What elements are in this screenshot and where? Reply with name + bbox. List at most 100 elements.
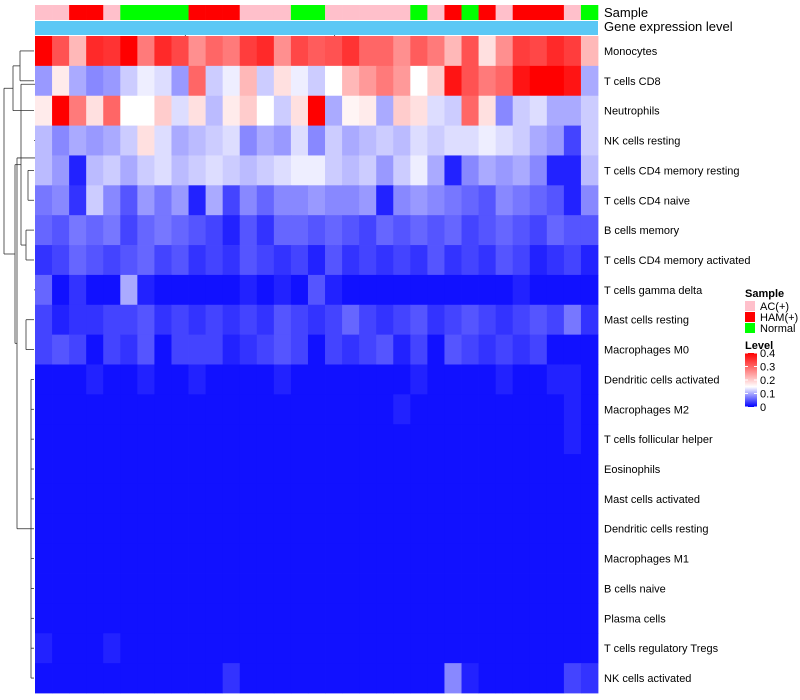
heatmap-cell — [342, 304, 360, 336]
row-label: Macrophages M2 — [604, 404, 689, 416]
heatmap-cell — [86, 394, 104, 425]
heatmap-cell — [307, 483, 326, 515]
heatmap-cell — [393, 454, 411, 485]
heatmap-cell — [444, 513, 462, 545]
heatmap-cell — [69, 36, 87, 67]
heatmap-cell — [495, 603, 514, 634]
row-label: T cells CD4 naive — [604, 195, 690, 207]
heatmap-cell — [188, 334, 207, 365]
heatmap-cell — [580, 125, 599, 156]
heatmap-cell — [103, 603, 121, 634]
heatmap-cell — [393, 603, 411, 634]
heatmap-cell — [512, 543, 531, 574]
heatmap-cell — [393, 304, 411, 336]
row-label: Monocytes — [604, 46, 658, 58]
heatmap-cell — [478, 155, 497, 186]
heatmap-cell — [137, 454, 155, 485]
sample-annotation-cell — [205, 5, 223, 20]
heatmap-cell — [171, 633, 189, 664]
row-label: T cells follicular helper — [604, 434, 713, 446]
heatmap-cell — [478, 125, 497, 156]
heatmap-cell — [188, 543, 207, 574]
heatmap-cell — [137, 185, 155, 216]
sample-annotation-cell — [86, 5, 104, 20]
heatmap-cell — [69, 454, 87, 485]
sample-legend-swatch — [745, 312, 755, 322]
heatmap-cell — [188, 424, 207, 455]
heatmap-cell — [171, 364, 189, 395]
heatmap-cell — [529, 36, 548, 67]
heatmap-cell — [342, 95, 360, 126]
heatmap-cell — [580, 513, 599, 545]
heatmap-cell — [461, 304, 479, 336]
heatmap-cell — [342, 155, 360, 186]
row-label: Plasma cells — [604, 613, 666, 625]
heatmap-cell — [580, 155, 599, 186]
heatmap-cell — [427, 215, 445, 246]
heatmap-cell — [512, 633, 531, 664]
heatmap-cell — [342, 603, 360, 634]
sample-annotation-cell — [120, 5, 138, 20]
heatmap-cell — [461, 603, 479, 634]
row-label: Macrophages M1 — [604, 554, 689, 566]
sample-track-label: Sample — [604, 5, 648, 20]
heatmap-cell — [427, 334, 445, 365]
heatmap-cell — [188, 245, 207, 276]
heatmap-cell — [222, 543, 241, 574]
heatmap-cell — [529, 155, 548, 186]
heatmap-cell — [307, 394, 326, 425]
heatmap-cell — [239, 663, 258, 694]
heatmap-cell — [188, 633, 207, 664]
heatmap-cell — [256, 95, 275, 126]
level-tick-label: 0.1 — [760, 389, 775, 401]
heatmap-cell — [427, 603, 445, 634]
heatmap-cell — [154, 543, 172, 574]
heatmap-cell — [103, 513, 121, 545]
heatmap-cell — [461, 573, 479, 604]
heatmap-cell — [256, 215, 275, 246]
heatmap-cell — [171, 95, 189, 126]
heatmap-cell — [103, 65, 121, 97]
heatmap-cell — [222, 274, 241, 306]
heatmap-cell — [325, 274, 343, 306]
heatmap-cell — [69, 245, 87, 276]
sample-annotation-cell — [393, 5, 411, 20]
heatmap-cell — [461, 185, 479, 216]
heatmap-cell — [103, 215, 121, 246]
heatmap-cell — [512, 454, 531, 485]
heatmap-cell — [427, 155, 445, 186]
heatmap-cell — [495, 513, 514, 545]
heatmap-cell — [35, 65, 53, 97]
heatmap-cell — [512, 65, 531, 97]
heatmap-cell — [290, 274, 309, 306]
heatmap-cell — [393, 573, 411, 604]
heatmap-cell — [188, 65, 207, 97]
heatmap-cell — [359, 185, 377, 216]
heatmap-cell — [307, 663, 326, 694]
heatmap-cell — [444, 155, 462, 186]
heatmap-cell — [444, 304, 462, 336]
heatmap-cell — [546, 543, 565, 574]
heatmap-cell — [376, 334, 394, 365]
heatmap-cell — [410, 65, 428, 97]
sample-annotation-cell — [239, 5, 258, 20]
heatmap-cell — [273, 454, 292, 485]
heatmap-cell — [120, 513, 138, 545]
heatmap-cell — [290, 364, 309, 395]
heatmap-cell — [273, 65, 292, 97]
heatmap-cell — [461, 95, 479, 126]
heatmap-cell — [120, 633, 138, 664]
heatmap-cell — [222, 185, 241, 216]
heatmap-cell — [495, 424, 514, 455]
heatmap-cell — [359, 424, 377, 455]
heatmap-cell — [171, 603, 189, 634]
heatmap-cell — [325, 304, 343, 336]
heatmap-cell — [239, 125, 258, 156]
heatmap-cell — [69, 483, 87, 515]
heatmap-cell — [410, 245, 428, 276]
heatmap-cell — [290, 483, 309, 515]
heatmap-cell — [410, 394, 428, 425]
heatmap-cell — [410, 125, 428, 156]
heatmap-cell — [222, 603, 241, 634]
heatmap-cell — [563, 36, 582, 67]
